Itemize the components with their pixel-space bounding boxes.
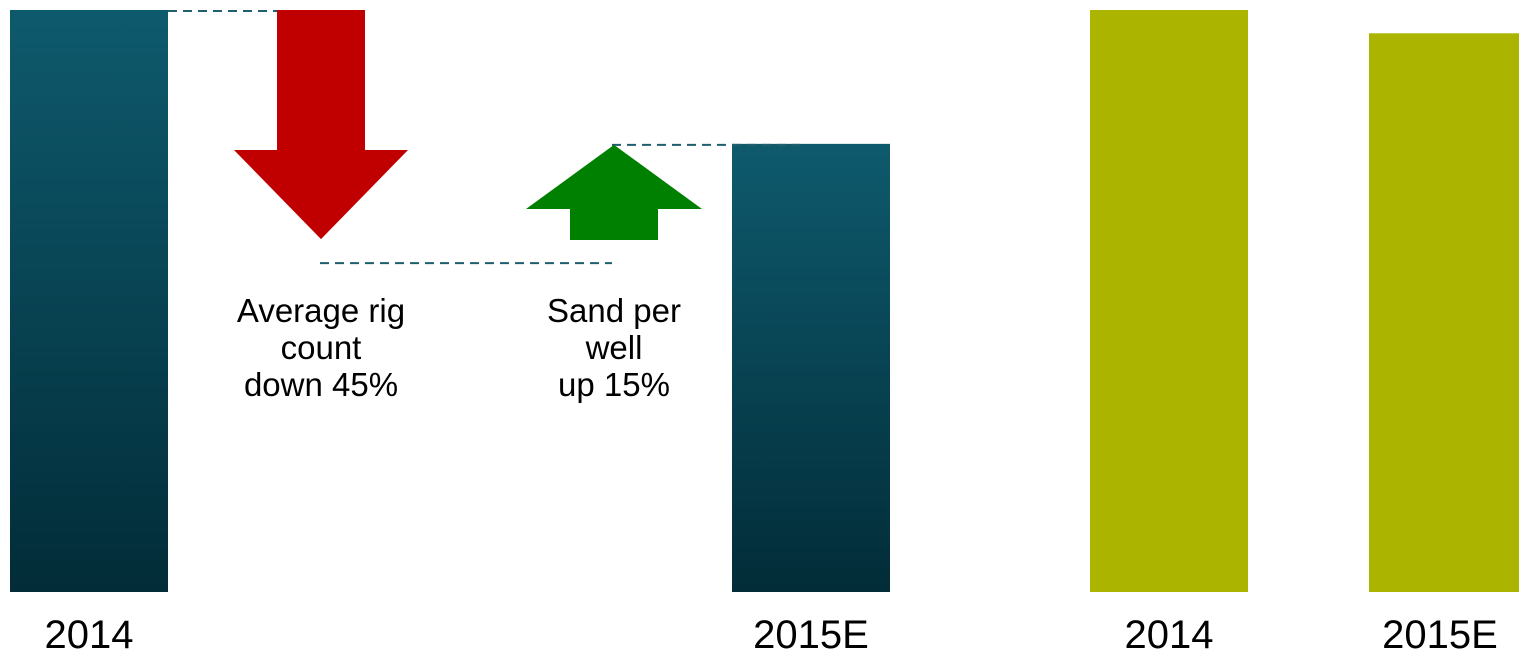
right-bar-2014 (1090, 10, 1248, 592)
annotation-line: well (585, 329, 643, 366)
annotation-line: up 15% (558, 366, 670, 403)
left-x-tick-2014: 2014 (44, 613, 134, 657)
left-chart-waterfall (10, 10, 890, 593)
right-chart-bars (1090, 10, 1519, 592)
left-x-tick-2015e: 2015E (753, 613, 869, 657)
down-arrow-icon (234, 10, 408, 240)
annotation-line: count (280, 329, 362, 366)
annotation-line: Sand per (547, 292, 681, 329)
right-x-tick-2014: 2014 (1124, 613, 1214, 657)
right-bar-2015e (1369, 33, 1519, 592)
annotation-sand-per-well: Sand per well up 15% (484, 292, 744, 403)
annotation-line: down 45% (243, 366, 399, 403)
up-arrow-icon (526, 144, 702, 240)
annotation-rig-count: Average rig count down 45% (191, 292, 451, 403)
left-bar-2015e (732, 143, 890, 593)
annotation-line: Average rig (236, 292, 406, 329)
right-x-tick-2015e: 2015E (1382, 613, 1498, 657)
left-bar-2014 (10, 10, 168, 592)
